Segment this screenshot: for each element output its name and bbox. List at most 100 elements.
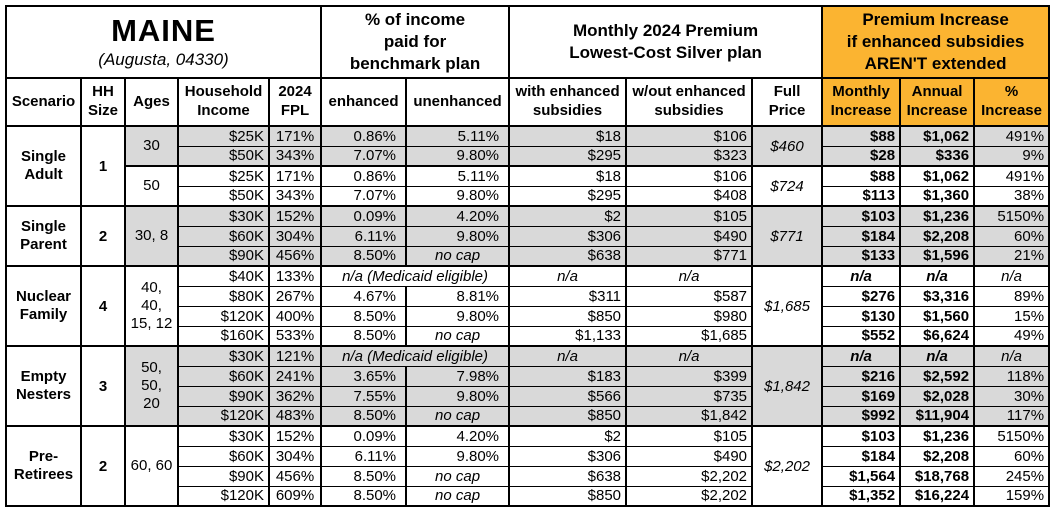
cell-income: $50K [177, 185, 270, 207]
cell-income: $160K [177, 325, 270, 347]
table-row: $50K 343% 7.07% 9.80% $295 $323 $28 $336… [6, 145, 1051, 167]
cell-fpl: 121% [267, 345, 323, 367]
cell-income: $90K [177, 245, 270, 267]
cell-annual-increase: $2,208 [899, 445, 976, 467]
col-header-with-enhanced-subsidies: with enhanced subsidies [508, 77, 628, 127]
cell-annual-increase: $2,592 [899, 365, 976, 387]
cell-fpl: 456% [267, 245, 323, 267]
cell-pct-increase: 49% [973, 325, 1051, 347]
cell-unenhanced: no cap [405, 325, 511, 347]
cell-pct-increase: 89% [973, 285, 1051, 307]
cell-ages: 60, 60 [124, 425, 179, 507]
cell-enhanced: 8.50% [320, 245, 408, 267]
cell-pct-increase: 117% [973, 405, 1051, 427]
cell-with-subsidies: $18 [508, 125, 628, 147]
cell-unenhanced: no cap [405, 465, 511, 487]
cell-scenario: Empty Nesters [5, 345, 82, 427]
cell-pct-increase: 9% [973, 145, 1051, 167]
cell-unenhanced: 9.80% [405, 145, 511, 167]
cell-pct-increase: n/a [973, 345, 1051, 367]
cell-income: $60K [177, 445, 270, 467]
cell-ages: 30, 8 [124, 205, 179, 267]
cell-with-subsidies: $183 [508, 365, 628, 387]
group-header-premium: Monthly 2024 Premium Lowest-Cost Silver … [508, 5, 824, 79]
cell-hh-size: 2 [80, 205, 126, 267]
table-row: $90K 456% 8.50% no cap $638 $2,202 $1,56… [6, 465, 1051, 487]
cell-income: $30K [177, 425, 270, 447]
cell-with-subsidies: $2 [508, 425, 628, 447]
cell-fpl: 400% [267, 305, 323, 327]
cell-hh-size: 2 [80, 425, 126, 507]
cell-pct-increase: 118% [973, 365, 1051, 387]
cell-full-price: $1,842 [751, 345, 824, 427]
cell-wout-subsidies: n/a [625, 345, 754, 367]
cell-wout-subsidies: $980 [625, 305, 754, 327]
cell-wout-subsidies: $408 [625, 185, 754, 207]
cell-with-subsidies: $850 [508, 305, 628, 327]
table-row: Single Adult 1 30 $25K 171% 0.86% 5.11% … [5, 125, 1051, 207]
cell-pct-increase: 38% [973, 185, 1051, 207]
cell-full-price: $771 [751, 205, 824, 267]
cell-medicaid-note: n/a (Medicaid eligible) [320, 265, 511, 287]
cell-pct-increase: 15% [973, 305, 1051, 327]
cell-income: $60K [177, 225, 270, 247]
cell-monthly-increase: $1,352 [821, 485, 902, 507]
cell-income: $25K [177, 125, 270, 147]
cell-wout-subsidies: $1,685 [625, 325, 754, 347]
cell-unenhanced: 9.80% [405, 225, 511, 247]
cell-enhanced: 8.50% [320, 405, 408, 427]
cell-annual-increase: $11,904 [899, 405, 976, 427]
cell-pct-increase: 5150% [973, 425, 1051, 447]
table-row: $120K 483% 8.50% no cap $850 $1,842 $992… [6, 405, 1051, 427]
cell-medicaid-note: n/a (Medicaid eligible) [320, 345, 511, 367]
cell-fpl: 304% [267, 445, 323, 467]
cell-unenhanced: no cap [405, 485, 511, 507]
cell-monthly-increase: $88 [821, 165, 902, 187]
cell-with-subsidies: $306 [508, 225, 628, 247]
cell-unenhanced: no cap [405, 245, 511, 267]
cell-wout-subsidies: $399 [625, 365, 754, 387]
cell-enhanced: 8.50% [320, 305, 408, 327]
col-header-annual-increase: Annual Increase [899, 77, 976, 127]
cell-enhanced: 0.86% [320, 125, 408, 147]
cell-pct-increase: 245% [973, 465, 1051, 487]
cell-pct-increase: 30% [973, 385, 1051, 407]
cell-unenhanced: 8.81% [405, 285, 511, 307]
cell-annual-increase: $1,062 [899, 165, 976, 187]
cell-unenhanced: 4.20% [405, 425, 511, 447]
cell-fpl: 133% [267, 265, 323, 287]
cell-fpl: 171% [267, 125, 323, 147]
cell-income: $120K [177, 305, 270, 327]
cell-ages: 50, 50, 20 [124, 345, 179, 427]
cell-hh-size: 4 [80, 265, 126, 347]
cell-pct-increase: 159% [973, 485, 1051, 507]
region-title-cell: MAINE (Augusta, 04330) [4, 5, 323, 79]
cell-pct-increase: 491% [973, 125, 1051, 147]
col-header-wout-enhanced-subsidies: w/out enhanced subsidies [625, 77, 754, 127]
table-row: $60K 304% 6.11% 9.80% $306 $490 $184 $2,… [6, 445, 1051, 467]
cell-fpl: 152% [267, 205, 323, 227]
cell-fpl: 241% [267, 365, 323, 387]
table-row: $160K 533% 8.50% no cap $1,133 $1,685 $5… [6, 325, 1051, 347]
cell-monthly-increase: $130 [821, 305, 902, 327]
cell-fpl: 533% [267, 325, 323, 347]
cell-scenario: Single Parent [5, 205, 82, 267]
table-row: $60K 241% 3.65% 7.98% $183 $399 $216 $2,… [6, 365, 1051, 387]
cell-with-subsidies: $638 [508, 465, 628, 487]
cell-fpl: 304% [267, 225, 323, 247]
cell-income: $90K [177, 465, 270, 487]
cell-annual-increase: n/a [899, 265, 976, 287]
cell-annual-increase: $2,028 [899, 385, 976, 407]
cell-enhanced: 8.50% [320, 325, 408, 347]
cell-with-subsidies: $566 [508, 385, 628, 407]
cell-annual-increase: $1,596 [899, 245, 976, 267]
cell-pct-increase: 491% [973, 165, 1051, 187]
cell-enhanced: 0.09% [320, 205, 408, 227]
cell-enhanced: 6.11% [320, 225, 408, 247]
cell-monthly-increase: $28 [821, 145, 902, 167]
cell-unenhanced: 5.11% [405, 125, 511, 147]
cell-fpl: 362% [267, 385, 323, 407]
cell-pct-increase: 21% [973, 245, 1051, 267]
col-header-household-income: Household Income [177, 77, 270, 127]
cell-income: $120K [177, 405, 270, 427]
